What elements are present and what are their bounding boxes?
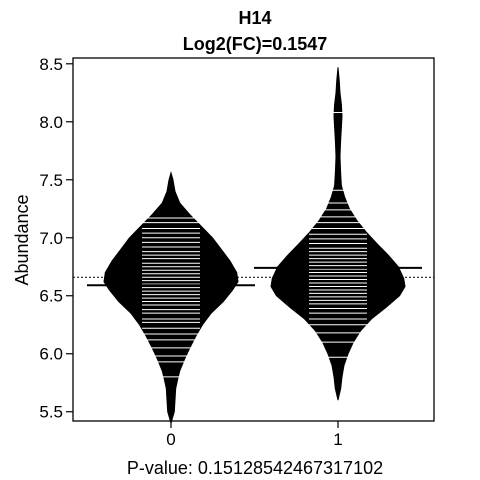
y-tick-label: 7.5: [39, 171, 63, 190]
x-tick-label: 1: [333, 430, 342, 449]
bean-density-1: [270, 67, 406, 401]
y-tick-label: 8.0: [39, 113, 63, 132]
chart-subtitle: Log2(FC)=0.1547: [183, 34, 328, 54]
y-tick-label: 7.0: [39, 229, 63, 248]
plot-area: [73, 67, 434, 426]
plot-frame: [72, 57, 435, 422]
x-axis-title: P-value: 0.15128542467317102: [127, 458, 383, 478]
y-tick-label: 8.5: [39, 55, 63, 74]
y-tick-label: 6.0: [39, 345, 63, 364]
y-tick-label: 6.5: [39, 287, 63, 306]
y-axis-title: Abundance: [12, 194, 32, 285]
y-tick-label: 5.5: [39, 403, 63, 422]
x-tick-label: 0: [166, 430, 175, 449]
chart-title: H14: [238, 8, 271, 28]
